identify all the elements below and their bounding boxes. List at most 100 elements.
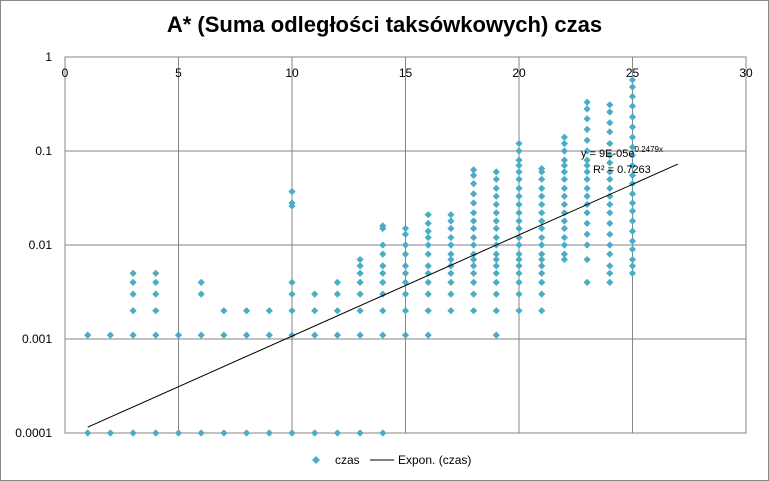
data-point (424, 227, 432, 235)
data-point (311, 331, 319, 339)
data-point (492, 262, 500, 270)
data-point (515, 262, 523, 270)
data-point (492, 250, 500, 258)
data-point (560, 241, 568, 249)
data-point (538, 269, 546, 277)
data-point (583, 241, 591, 249)
data-point (628, 217, 637, 225)
data-point (560, 156, 568, 164)
data-point (129, 429, 137, 437)
data-point (628, 92, 637, 101)
data-point (606, 139, 614, 148)
data-point (152, 269, 160, 277)
data-point (628, 151, 637, 159)
data-point (606, 151, 614, 159)
data-point (401, 278, 410, 287)
data-point (628, 102, 637, 110)
data-point (447, 255, 455, 264)
data-point (424, 250, 432, 258)
data-point (447, 224, 455, 233)
data-point (628, 133, 637, 141)
data-point (492, 192, 500, 200)
data-point (538, 250, 546, 258)
data-point (424, 290, 432, 298)
data-point (583, 161, 591, 170)
data-point (628, 227, 637, 235)
data-point (311, 290, 319, 298)
data-point (628, 199, 637, 207)
data-point (606, 168, 614, 176)
data-point (447, 262, 455, 270)
data-point (492, 290, 500, 298)
data-point (583, 156, 591, 164)
data-point (560, 168, 568, 176)
data-point (492, 200, 500, 209)
data-point (152, 307, 160, 315)
x-tick-label: 0 (62, 66, 69, 80)
data-point (583, 278, 591, 287)
data-point (583, 175, 591, 183)
data-point (492, 307, 500, 315)
data-point (560, 161, 568, 170)
data-point (606, 278, 614, 287)
data-point (447, 250, 455, 258)
data-point (538, 200, 546, 209)
data-point (401, 230, 410, 238)
data-point (606, 175, 614, 183)
data-point (379, 250, 387, 258)
data-point (129, 331, 137, 339)
legend-marker-czas (312, 456, 320, 464)
data-point (152, 331, 160, 339)
data-point (628, 245, 637, 253)
data-point (560, 255, 568, 264)
data-point (492, 269, 500, 277)
data-point (606, 250, 614, 258)
data-point (538, 307, 546, 315)
data-point (492, 209, 500, 217)
data-point (424, 211, 432, 219)
y-tick-label: 0.001 (22, 332, 52, 346)
data-point (356, 262, 364, 270)
data-point (174, 429, 183, 437)
data-point (401, 224, 410, 233)
data-point (265, 331, 273, 339)
data-point (560, 133, 568, 141)
y-tick-label: 0.01 (29, 238, 53, 252)
data-point (606, 219, 614, 227)
data-point (470, 278, 478, 287)
data-point (424, 331, 432, 339)
data-point (424, 233, 432, 242)
data-point (492, 331, 500, 339)
data-point (583, 136, 591, 144)
data-point (515, 269, 523, 277)
data-point (379, 429, 387, 437)
data-point (628, 190, 637, 198)
data-point (379, 307, 387, 315)
x-tick-label: 30 (739, 66, 753, 80)
data-point (243, 331, 251, 339)
trendline-equation-text: y = 9E-05e0.2479x (581, 145, 663, 160)
data-point (401, 331, 410, 339)
data-point (106, 331, 114, 339)
data-point (560, 233, 568, 242)
data-point (220, 307, 228, 315)
data-point (538, 262, 546, 270)
data-point (379, 269, 387, 277)
data-point (288, 199, 296, 207)
y-axis-ticks: 0.0001 0.001 0.01 0.1 1 (15, 50, 52, 440)
data-point (243, 307, 251, 315)
data-point (628, 83, 637, 91)
x-tick-label: 25 (626, 66, 640, 80)
data-point (492, 217, 500, 225)
data-point (538, 224, 546, 233)
data-point (515, 224, 523, 233)
data-point (606, 159, 614, 167)
data-point (538, 192, 546, 200)
data-point (84, 331, 92, 339)
x-tick-label: 10 (285, 66, 299, 80)
data-point (492, 175, 500, 183)
data-point (311, 429, 319, 437)
data-point (470, 190, 478, 198)
data-point (356, 278, 364, 287)
data-point (606, 119, 614, 127)
